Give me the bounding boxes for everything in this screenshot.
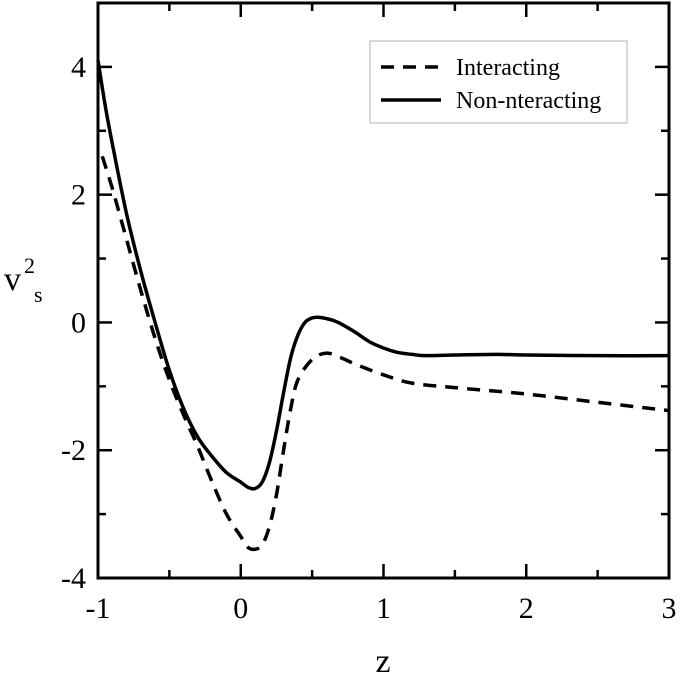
x-axis-label: z — [375, 643, 390, 680]
x-tick-label: 2 — [519, 592, 534, 625]
legend-label-non-interacting: Non-nteracting — [456, 88, 601, 114]
legend: Interacting Non-nteracting — [369, 40, 628, 124]
y-tick-label: -4 — [61, 562, 86, 595]
series-line-interacting — [100, 155, 670, 552]
y-tick-label: -2 — [61, 434, 86, 467]
y-axis-label-base: v — [4, 261, 21, 298]
y-axis-label-sub: s — [34, 282, 43, 307]
tick-labels-layer: -1 0 1 2 3 -4 -2 0 2 4 — [61, 51, 677, 625]
y-axis-label-sup: 2 — [24, 253, 35, 278]
x-tick-label: 1 — [376, 592, 391, 625]
series-line-non-interacting — [96, 60, 670, 491]
legend-label-interacting: Interacting — [456, 55, 560, 81]
y-tick-label: 4 — [71, 51, 86, 84]
y-axis-label: v 2 s — [4, 253, 43, 307]
x-tick-label: 3 — [662, 592, 677, 625]
plot-frame — [96, 1, 671, 580]
y-tick-label: 2 — [71, 179, 86, 212]
y-tick-label: 0 — [71, 306, 86, 339]
series-layer — [96, 60, 670, 552]
legend-box — [369, 40, 628, 124]
x-tick-label: 0 — [233, 592, 248, 625]
x-tick-label: -1 — [86, 592, 111, 625]
